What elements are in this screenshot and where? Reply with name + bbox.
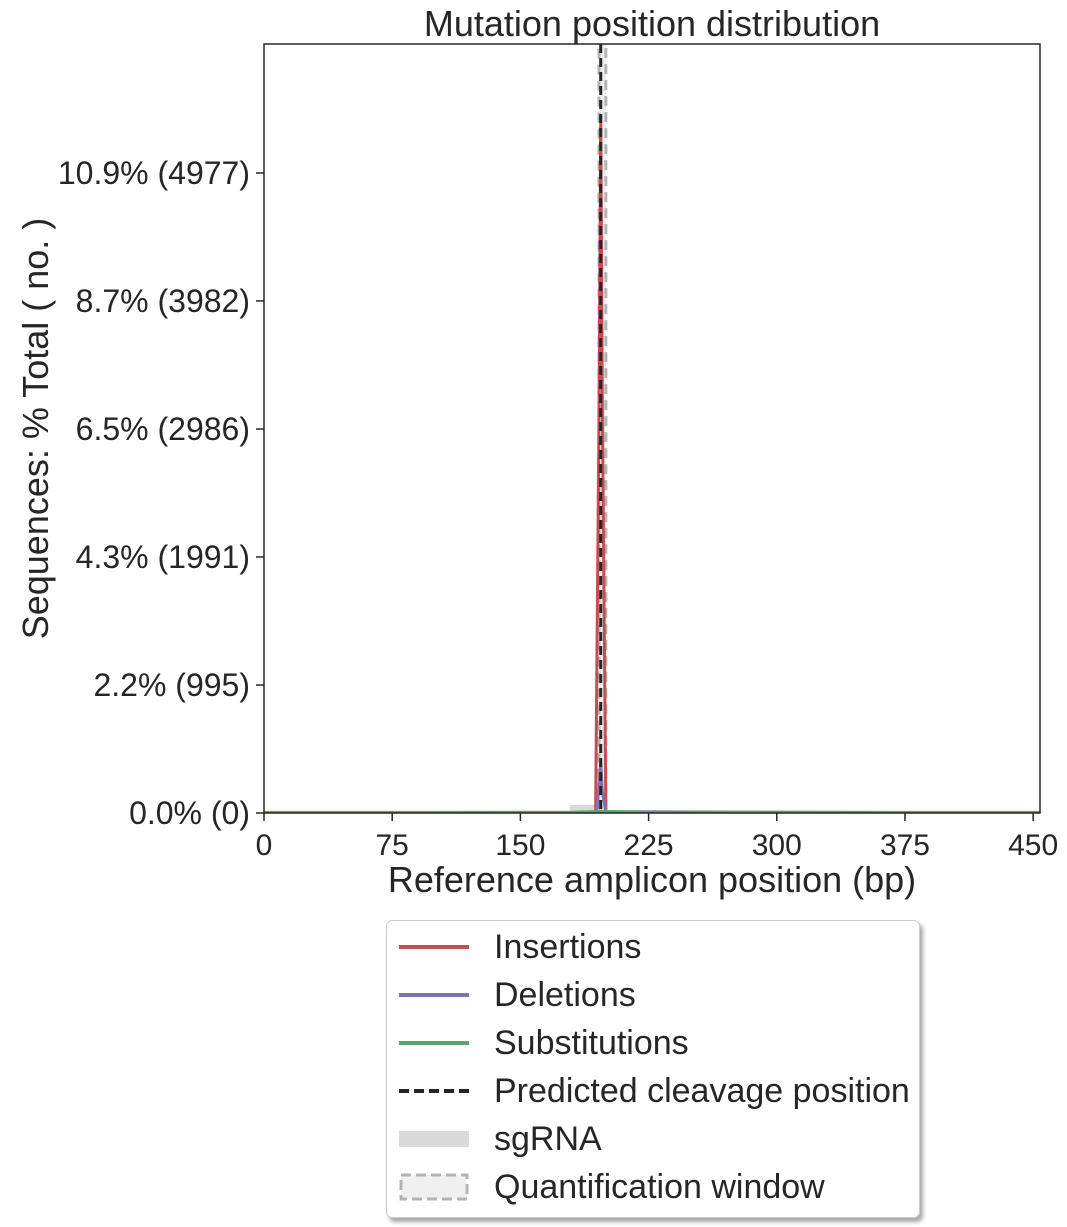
legend-entry: Quantification window	[387, 1163, 919, 1211]
x-tick-label: 0	[256, 829, 273, 862]
legend-swatch	[399, 1131, 469, 1147]
y-tick-label: 10.9% (4977)	[58, 155, 250, 191]
y-tick-label: 6.5% (2986)	[76, 411, 250, 447]
y-axis-label: Sequences: % Total ( no. )	[15, 218, 56, 640]
legend-swatch	[399, 1089, 469, 1093]
legend-label: Deletions	[494, 976, 636, 1014]
legend-swatch	[399, 1041, 469, 1045]
x-tick-label: 225	[624, 829, 674, 862]
series-line-insertions	[264, 114, 1040, 813]
x-tick-label: 300	[752, 829, 802, 862]
legend-entry: Predicted cleavage position	[387, 1067, 919, 1115]
legend-swatch	[399, 1173, 469, 1201]
legend-swatch	[399, 945, 469, 949]
legend-entry: Deletions	[387, 971, 919, 1019]
legend-label: Substitutions	[494, 1024, 689, 1062]
sgrna-band	[569, 805, 605, 813]
chart-title: Mutation position distribution	[424, 3, 880, 44]
x-tick-label: 450	[1008, 829, 1058, 862]
legend-swatch	[399, 993, 469, 997]
y-tick-label: 2.2% (995)	[93, 667, 250, 703]
legend-entry: sgRNA	[387, 1115, 919, 1163]
plot-area	[264, 44, 1040, 813]
x-tick-label: 375	[880, 829, 930, 862]
x-tick-label: 150	[495, 829, 545, 862]
y-tick-label: 0.0% (0)	[129, 795, 250, 831]
legend-label: Quantification window	[494, 1168, 825, 1206]
y-tick-label: 4.3% (1991)	[76, 539, 250, 575]
legend-label: Insertions	[494, 928, 642, 966]
x-tick-label: 75	[376, 829, 409, 862]
legend-label: Predicted cleavage position	[494, 1072, 910, 1110]
y-tick-label: 8.7% (3982)	[76, 283, 250, 319]
legend-entry: Insertions	[387, 923, 919, 971]
series-line-deletions	[264, 760, 1040, 813]
plot-frame	[263, 43, 1041, 814]
legend-entry: Substitutions	[387, 1019, 919, 1067]
chart-legend: Insertions Deletions Substitutions Predicte…	[386, 920, 920, 1218]
x-axis-label: Reference amplicon position (bp)	[388, 859, 916, 900]
mutation-position-chart: 0 75 150 225 300 375 450 0.0% (0) 2.2% (995) 4.3%…	[15, 3, 1058, 900]
legend-label: sgRNA	[494, 1120, 602, 1158]
